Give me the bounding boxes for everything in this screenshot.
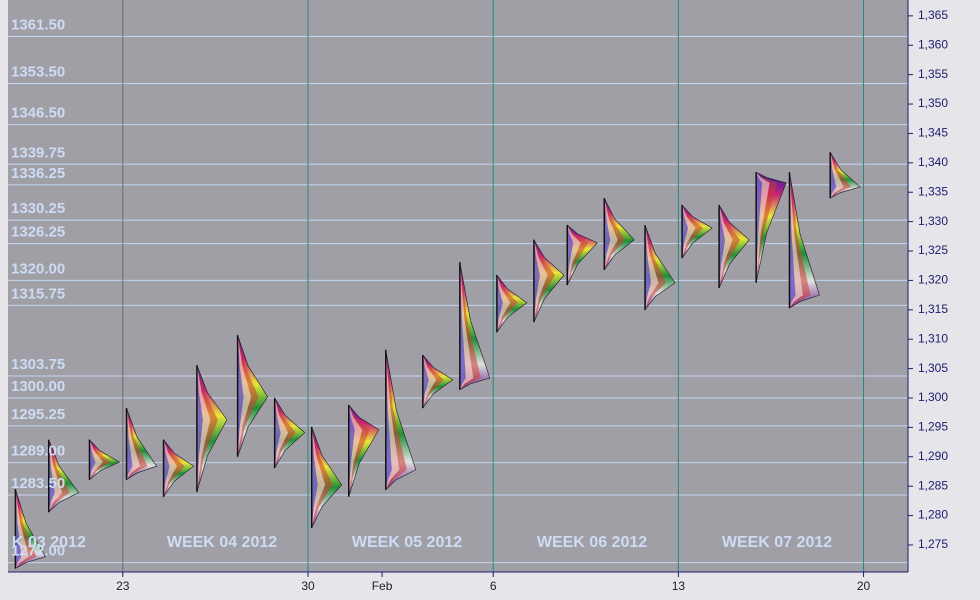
profile-shade <box>682 205 696 259</box>
y-tick-label: 1,335 <box>918 184 948 198</box>
profile-shade <box>311 426 318 528</box>
profile-shade <box>89 439 96 480</box>
profile-shade <box>237 335 244 457</box>
x-tick-label: 13 <box>672 579 686 593</box>
week-label: WEEK 05 2012 <box>352 534 462 551</box>
reference-label: 1283.50 <box>11 475 65 492</box>
y-tick-label: 1,345 <box>918 126 948 140</box>
reference-label: 1289.00 <box>11 443 65 460</box>
y-tick-label: 1,295 <box>918 420 948 434</box>
profile-shade <box>756 172 763 283</box>
y-tick-label: 1,280 <box>918 508 948 522</box>
profile-shade <box>48 439 55 513</box>
profile-shade <box>348 405 355 497</box>
profile-shade <box>459 262 466 390</box>
profile-shade <box>830 152 837 199</box>
y-tick-label: 1,310 <box>918 331 948 345</box>
profile-shade <box>126 407 133 480</box>
profile-shade <box>422 355 429 408</box>
y-tick-label: 1,285 <box>918 478 948 492</box>
profile-shade <box>533 239 548 323</box>
reference-label: 1336.25 <box>11 165 65 182</box>
reference-label: 1320.00 <box>11 260 65 277</box>
plot-layer: 1361.50 1353.50 1346.50 1339.75 1336.25 1330.… <box>8 0 908 572</box>
y-tick-label: 1,275 <box>918 537 948 551</box>
profile-shade <box>196 365 203 493</box>
profile-shade <box>422 355 437 408</box>
y-tick-label: 1,340 <box>918 155 948 169</box>
y-tick-label: 1,355 <box>918 67 948 81</box>
x-tick-label: 30 <box>301 579 315 593</box>
y-tick-label: 1,325 <box>918 243 948 257</box>
y-tick-label: 1,365 <box>918 8 948 22</box>
reference-label: 1346.50 <box>11 105 65 122</box>
profile-shade <box>89 439 103 480</box>
x-tick-label: Feb <box>372 579 393 593</box>
y-tick-label: 1,350 <box>918 96 948 110</box>
y-tick-label: 1,320 <box>918 273 948 287</box>
reference-label: 1339.75 <box>11 144 65 161</box>
profile-shade <box>604 198 618 270</box>
week-label: WEEK 07 2012 <box>722 534 832 551</box>
week-label: WEEK 04 2012 <box>167 534 277 551</box>
x-tick-label: 20 <box>857 579 871 593</box>
reference-label: 1353.50 <box>11 63 65 80</box>
profile-shade <box>533 239 540 323</box>
profile-shade <box>15 489 22 569</box>
x-tick-label: 23 <box>116 579 130 593</box>
profile-shade <box>682 205 689 259</box>
y-tick-label: 1,300 <box>918 390 948 404</box>
profile-shade <box>496 275 503 333</box>
reference-label: 1295.25 <box>11 406 65 423</box>
week-label: K 03 2012 <box>12 534 86 551</box>
plot-area <box>8 0 908 572</box>
profile-shade <box>237 335 252 457</box>
profile-shade <box>604 198 611 270</box>
profile-shade <box>496 275 511 333</box>
reference-label: 1330.25 <box>11 200 65 217</box>
y-tick-label: 1,305 <box>918 361 948 375</box>
profile-shade <box>163 439 178 497</box>
reference-label: 1303.75 <box>11 356 65 373</box>
profile-shade <box>274 397 289 468</box>
reference-label: 1272.00 <box>11 543 65 560</box>
reference-label: 1326.25 <box>11 224 65 241</box>
profile-shade <box>789 172 796 309</box>
profile-shade <box>567 225 574 286</box>
reference-label: 1315.75 <box>11 285 65 302</box>
profile-shade <box>719 205 726 289</box>
x-tick-label: 6 <box>490 579 497 593</box>
y-tick-label: 1,315 <box>918 302 948 316</box>
y-tick-label: 1,360 <box>918 37 948 51</box>
reference-label: 1361.50 <box>11 16 65 33</box>
reference-label: 1300.00 <box>11 378 65 395</box>
y-tick-label: 1,290 <box>918 449 948 463</box>
profile-shade <box>196 365 211 493</box>
profile-shade <box>311 426 326 528</box>
week-label: WEEK 06 2012 <box>537 534 647 551</box>
profile-shade <box>719 205 733 289</box>
profile-shade <box>163 439 170 497</box>
profile-shade <box>385 349 392 490</box>
profile-shade <box>274 397 281 468</box>
y-tick-label: 1,330 <box>918 214 948 228</box>
profile-shade <box>645 225 652 310</box>
